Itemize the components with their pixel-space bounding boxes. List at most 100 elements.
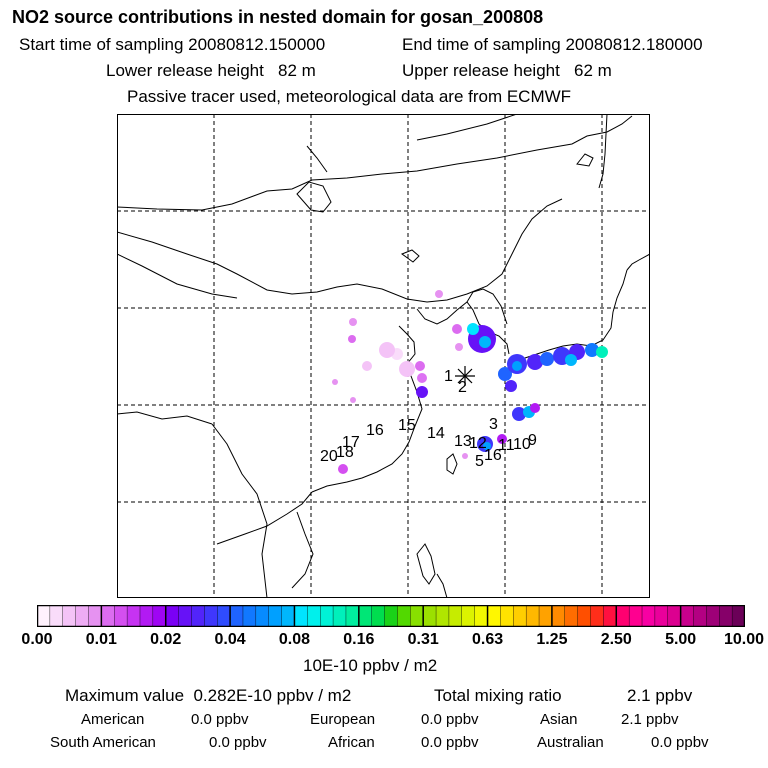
graticule xyxy=(117,114,650,598)
map-title: NO2 source contributions in nested domai… xyxy=(12,7,544,27)
colorbar-cell xyxy=(101,605,116,627)
colorbar-tick-label: 10.00 xyxy=(723,631,764,648)
map-panel: 1 2 3 5 9 10 11 12 13 14 15 16 16 17 18 … xyxy=(117,114,650,598)
source-label: 13 xyxy=(454,433,472,450)
source-label: 14 xyxy=(427,425,445,442)
tracer-note: Passive tracer used, meteorological data… xyxy=(127,87,572,106)
colorbar-tick-label: 0.31 xyxy=(407,631,439,648)
colorbar-cell xyxy=(139,605,154,627)
region-value: 0.0 ppbv xyxy=(651,734,709,751)
colorbar-cell xyxy=(358,605,373,627)
colorbar-cell xyxy=(538,605,553,627)
colorbar-cell xyxy=(654,605,669,627)
source-label: 11 xyxy=(498,437,515,454)
total-mixing-label: Total mixing ratio xyxy=(434,686,562,705)
colorbar-cell xyxy=(693,605,708,627)
colorbar-cell xyxy=(37,605,51,627)
colorbar-cell xyxy=(191,605,206,627)
colorbar-cell xyxy=(590,605,605,627)
colorbar-cell xyxy=(384,605,399,627)
source-label: 5 xyxy=(475,453,484,470)
colorbar-cell xyxy=(242,605,257,627)
colorbar-cell xyxy=(500,605,515,627)
colorbar-cell xyxy=(217,605,231,627)
region-value: 0.0 ppbv xyxy=(421,734,479,751)
region-value: 0.0 ppbv xyxy=(421,711,479,728)
region-value: 0.0 ppbv xyxy=(209,734,267,751)
coastlines xyxy=(117,114,650,598)
start-time: Start time of sampling 20080812.150000 xyxy=(19,35,326,54)
colorbar-tick-label: 0.02 xyxy=(150,631,182,648)
colorbar-tick-label: 2.50 xyxy=(600,631,632,648)
colorbar-cell xyxy=(616,605,630,627)
region-value: 2.1 ppbv xyxy=(621,711,679,728)
colorbar-cell xyxy=(422,605,437,627)
colorbar-cell xyxy=(75,605,90,627)
source-label: 2 xyxy=(458,379,467,396)
colorbar-cell xyxy=(628,605,643,627)
colorbar-cell xyxy=(641,605,656,627)
colorbar-cell xyxy=(114,605,128,627)
colorbar-cell xyxy=(474,605,489,627)
region-name: South American xyxy=(50,734,156,751)
source-label: 18 xyxy=(336,444,354,461)
source-label: 9 xyxy=(528,432,537,449)
region-name: European xyxy=(310,711,376,728)
colorbar-tick-label: 0.16 xyxy=(343,631,375,648)
colorbar-cell xyxy=(204,605,219,627)
region-name: African xyxy=(328,734,375,751)
source-label: 1 xyxy=(444,368,453,385)
colorbar-cell xyxy=(307,605,321,627)
colorbar-cell xyxy=(49,605,64,627)
colorbar-tick-label: 0.63 xyxy=(471,631,504,648)
colorbar-cell xyxy=(178,605,193,627)
source-label: 15 xyxy=(398,417,416,434)
colorbar-cell xyxy=(88,605,103,627)
max-value: Maximum value 0.282E-10 ppbv / m2 xyxy=(65,686,352,705)
upper-release-height: Upper release height 62 m xyxy=(402,61,612,80)
colorbar-cell xyxy=(487,605,502,627)
end-time: End time of sampling 20080812.180000 xyxy=(402,35,703,54)
colorbar xyxy=(37,605,745,627)
source-label: 10 xyxy=(513,436,531,453)
colorbar-cell xyxy=(577,605,592,627)
colorbar-cell xyxy=(281,605,296,627)
colorbar-cell xyxy=(410,605,424,627)
colorbar-cell xyxy=(255,605,270,627)
region-name: Australian xyxy=(537,734,604,751)
colorbar-cell xyxy=(152,605,167,627)
colorbar-cell xyxy=(332,605,347,627)
colorbar-cell xyxy=(448,605,463,627)
colorbar-cell xyxy=(320,605,334,627)
colorbar-tick-label: 0.08 xyxy=(278,631,311,648)
colorbar-cell xyxy=(294,605,309,627)
colorbar-cell xyxy=(229,605,244,627)
concentration-field xyxy=(332,290,608,474)
region-name: Asian xyxy=(540,711,578,728)
colorbar-cell xyxy=(680,605,695,627)
region-value: 0.0 ppbv xyxy=(191,711,249,728)
colorbar-cell xyxy=(461,605,476,627)
region-name: American xyxy=(81,711,145,728)
colorbar-tick-label: 0.00 xyxy=(21,631,53,648)
colorbar-cell xyxy=(719,605,733,627)
source-label: 20 xyxy=(320,448,338,465)
receptor-marker xyxy=(455,366,475,386)
colorbar-cell xyxy=(345,605,360,627)
colorbar-cell xyxy=(706,605,721,627)
colorbar-cell xyxy=(513,605,527,627)
colorbar-cell xyxy=(62,605,77,627)
colorbar-cell xyxy=(525,605,540,627)
colorbar-tick-label: 0.01 xyxy=(85,631,117,648)
colorbar-tick-label: 5.00 xyxy=(665,631,697,648)
colorbar-cell xyxy=(731,605,745,627)
source-label: 3 xyxy=(489,416,498,433)
source-label: 16 xyxy=(484,447,502,464)
colorbar-unit: 10E-10 ppbv / m2 xyxy=(303,656,438,675)
colorbar-cell xyxy=(371,605,386,627)
colorbar-cell xyxy=(268,605,283,627)
colorbar-cell xyxy=(165,605,180,627)
colorbar-cell xyxy=(667,605,682,627)
source-label: 12 xyxy=(469,435,487,452)
colorbar-tick-label: 0.04 xyxy=(214,631,246,648)
